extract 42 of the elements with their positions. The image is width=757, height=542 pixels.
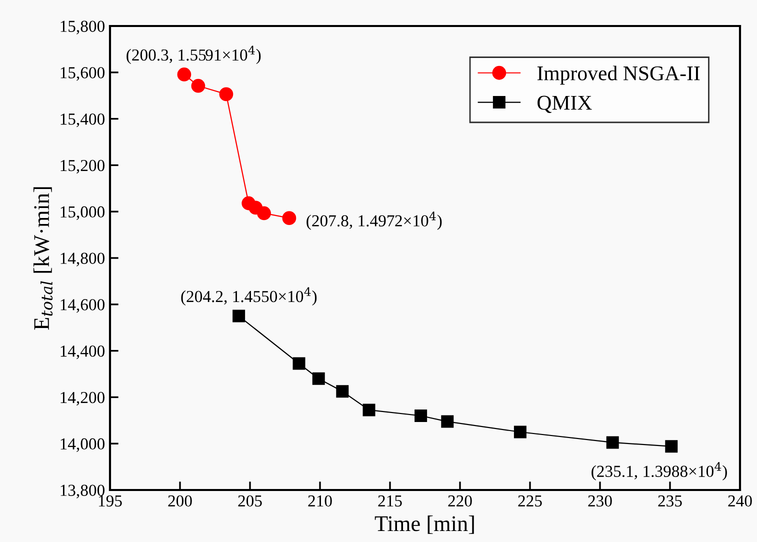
- y-tick-label: 15,200: [60, 160, 105, 174]
- annotation: (235.1, 1.3988×10$^{4}$): [592, 462, 727, 480]
- point: [232, 310, 246, 322]
- point: [514, 426, 526, 438]
- point: [606, 436, 619, 449]
- x-tick-label: 230: [588, 495, 612, 507]
- point: [282, 211, 296, 226]
- y-tick-label: 15,800: [60, 20, 105, 34]
- y-axis-title: E$_{total}$ [kW·min]: [33, 187, 53, 330]
- point: [362, 404, 376, 416]
- y-tick-label: 14,200: [60, 392, 105, 406]
- x-tick-label: 205: [238, 495, 262, 507]
- y-tick-label: 15,600: [60, 67, 105, 81]
- annotation: (204.2, 1.4550×10$^{4}$): [181, 287, 317, 306]
- point: [191, 78, 206, 93]
- legend-label: Improved NSGA-II: [537, 66, 700, 85]
- y-tick-label: 15,400: [60, 114, 105, 128]
- point: [665, 440, 678, 453]
- point: [292, 357, 306, 370]
- x-tick-label: 200: [168, 495, 192, 507]
- x-tick-label: 225: [518, 495, 542, 507]
- y-tick-label: 14,800: [60, 252, 105, 266]
- x-tick-label: 235: [658, 495, 682, 507]
- x-tick-label: 240: [728, 495, 752, 507]
- legend-label: QMIX: [538, 96, 592, 113]
- y-tick-label: 14,000: [60, 438, 105, 452]
- x-tick-label: 210: [308, 495, 332, 507]
- annotation: (207.8, 1.4972×10$^{4}$): [306, 212, 442, 230]
- annotation: (200.3, 1.5591×10$^{4}$): [126, 46, 261, 64]
- x-tick-label: 220: [448, 495, 472, 507]
- point: [257, 206, 271, 220]
- point: [312, 372, 325, 385]
- x-axis-title: Time [min]: [374, 516, 474, 534]
- point: [441, 415, 454, 428]
- y-tick-label: 14,400: [60, 346, 105, 360]
- point: [414, 410, 428, 422]
- y-tick-label: 14,600: [60, 299, 105, 313]
- point: [336, 385, 349, 398]
- y-tick-label: 15,000: [60, 206, 105, 220]
- point: [177, 68, 192, 82]
- x-tick-label: 215: [378, 495, 402, 507]
- point: [219, 87, 234, 102]
